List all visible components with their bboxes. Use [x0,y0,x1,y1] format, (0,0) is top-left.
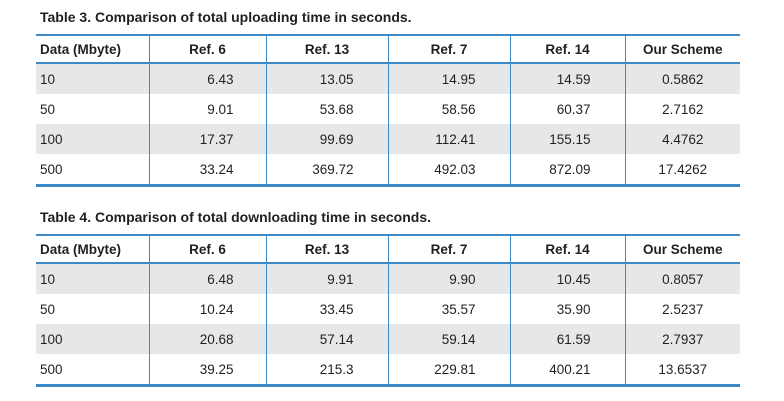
cell-ref-14: 14.59 [509,63,625,94]
table-4-grid: Data (Mbyte) Ref. 6 Ref. 13 Ref. 7 Ref. … [36,236,740,384]
cell-our-scheme: 2.7162 [624,94,740,124]
cell-ref-14: 155.15 [509,124,625,154]
table-row: 10 6.43 13.05 14.95 14.59 0.5862 [36,63,740,94]
cell-ref-13: 13.05 [265,63,388,94]
table-4-header-row: Data (Mbyte) Ref. 6 Ref. 13 Ref. 7 Ref. … [36,236,740,264]
cell-data-size: 500 [40,361,63,377]
table-row: 100 17.37 99.69 112.41 155.15 4.4762 [36,124,740,154]
table-3: Table 3. Comparison of total uploading t… [36,8,740,187]
table-row: 500 39.25 215.3 229.81 400.21 13.6537 [36,354,740,384]
cell-ref-13: 215.3 [265,354,388,384]
cell-our-scheme: 2.7937 [624,324,740,354]
cell-data-size: 10 [36,63,149,94]
cell-data-size: 50 [40,101,56,117]
table-4-top-rule [36,234,740,236]
cell-ref-7: 35.57 [387,294,510,324]
table-row: 50 10.24 33.45 35.57 35.90 2.5237 [36,294,740,324]
cell-ref-13: 99.69 [265,124,388,154]
cell-ref-6: 20.68 [148,324,266,354]
cell-data-size: 10 [36,263,149,294]
cell-ref-7: 14.95 [387,63,510,94]
cell-ref-6: 33.24 [148,154,266,184]
table-3-caption: Table 3. Comparison of total uploading t… [40,9,412,25]
header-data-mbyte: Data (Mbyte) [36,236,149,264]
cell-ref-7: 112.41 [387,124,510,154]
header-ref-14: Ref. 14 [509,236,625,264]
header-data-mbyte: Data (Mbyte) [36,36,149,64]
header-our-scheme: Our Scheme [624,236,740,264]
cell-our-scheme: 0.5862 [624,63,740,94]
table-4-bottom-rule [36,384,740,387]
table-3-grid: Data (Mbyte) Ref. 6 Ref. 13 Ref. 7 Ref. … [36,36,740,184]
cell-ref-13: 33.45 [265,294,388,324]
table-row: 10 6.48 9.91 9.90 10.45 0.8057 [36,263,740,294]
header-ref-6: Ref. 6 [148,36,266,64]
table-row: 50 9.01 53.68 58.56 60.37 2.7162 [36,94,740,124]
cell-ref-7: 58.56 [387,94,510,124]
cell-ref-7: 229.81 [387,354,510,384]
header-our-scheme: Our Scheme [624,36,740,64]
cell-ref-7: 59.14 [387,324,510,354]
header-ref-13: Ref. 13 [265,36,388,64]
header-ref-6: Ref. 6 [148,236,266,264]
cell-data-size: 500 [40,161,63,177]
cell-ref-14: 61.59 [509,324,625,354]
header-ref-14: Ref. 14 [509,36,625,64]
cell-our-scheme: 17.4262 [624,154,740,184]
table-4-caption: Table 4. Comparison of total downloading… [40,209,431,225]
cell-ref-14: 35.90 [509,294,625,324]
header-ref-7: Ref. 7 [387,36,510,64]
table-3-bottom-rule [36,184,740,187]
cell-ref-13: 369.72 [265,154,388,184]
cell-ref-6: 9.01 [148,94,266,124]
cell-ref-7: 9.90 [387,263,510,294]
cell-our-scheme: 4.4762 [624,124,740,154]
cell-data-size: 100 [36,124,149,154]
table-row: 500 33.24 369.72 492.03 872.09 17.4262 [36,154,740,184]
table-3-header-row: Data (Mbyte) Ref. 6 Ref. 13 Ref. 7 Ref. … [36,36,740,64]
header-ref-7: Ref. 7 [387,236,510,264]
cell-ref-14: 10.45 [509,263,625,294]
cell-our-scheme: 2.5237 [624,294,740,324]
cell-ref-6: 6.43 [148,63,266,94]
table-4: Table 4. Comparison of total downloading… [36,208,740,387]
header-ref-13: Ref. 13 [265,236,388,264]
cell-our-scheme: 0.8057 [624,263,740,294]
cell-ref-13: 57.14 [265,324,388,354]
cell-ref-14: 400.21 [509,354,625,384]
cell-data-size: 50 [40,301,56,317]
cell-ref-13: 53.68 [265,94,388,124]
cell-ref-13: 9.91 [265,263,388,294]
cell-ref-14: 872.09 [509,154,625,184]
cell-ref-7: 492.03 [387,154,510,184]
cell-ref-6: 17.37 [148,124,266,154]
cell-data-size: 100 [36,324,149,354]
table-3-top-rule [36,34,740,36]
cell-ref-6: 39.25 [148,354,266,384]
table-row: 100 20.68 57.14 59.14 61.59 2.7937 [36,324,740,354]
cell-our-scheme: 13.6537 [624,354,740,384]
cell-ref-14: 60.37 [509,94,625,124]
cell-ref-6: 6.48 [148,263,266,294]
cell-ref-6: 10.24 [148,294,266,324]
